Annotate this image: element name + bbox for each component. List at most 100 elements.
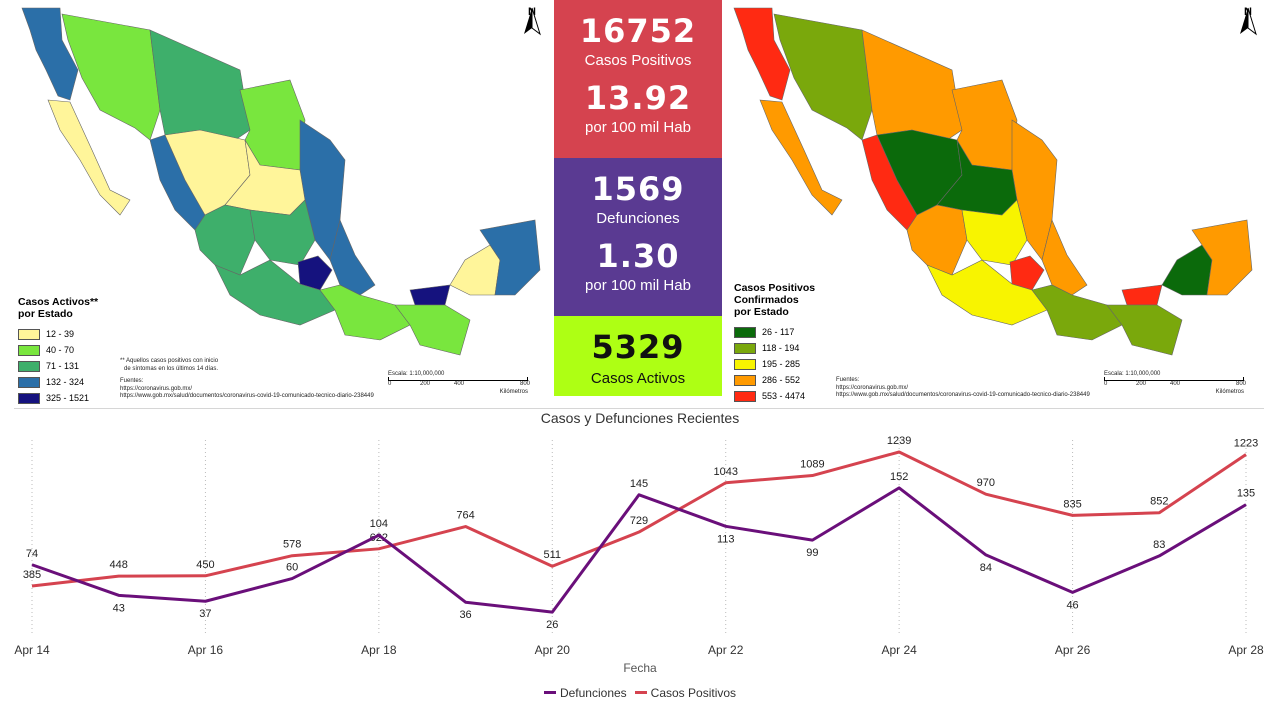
x-tick-label: Apr 24 <box>881 643 917 657</box>
legend-title-line-1: Casos Activos** <box>18 296 99 308</box>
source-link-2[interactable]: https://www.gob.mx/salud/documentos/coro… <box>120 393 374 399</box>
legend-title: Casos Activos** por Estado <box>18 296 98 320</box>
legend-title-line-2: por Estado <box>18 308 73 320</box>
legend-item: 132 - 324 <box>18 374 98 390</box>
legend-item[interactable]: Defunciones <box>543 685 627 700</box>
north-arrow-icon: N <box>520 6 544 50</box>
data-label: 450 <box>196 559 214 571</box>
legend-label: 40 - 70 <box>46 345 75 355</box>
legend-label: 71 - 131 <box>46 361 80 371</box>
scale-unit: Kilómetros <box>1215 389 1244 395</box>
data-label: 99 <box>806 547 818 559</box>
active-cases-note: ** Aquellos casos positivos con inicio d… <box>120 358 218 373</box>
deaths-label: Defunciones <box>596 210 680 227</box>
deaths-rate: 1.30 <box>596 237 680 275</box>
legend-item: 26 - 117 <box>734 324 815 340</box>
data-label: 1239 <box>887 435 911 447</box>
source-link-1[interactable]: https://coronavirus.gob.mx/ <box>120 385 193 392</box>
data-label: 152 <box>890 471 908 483</box>
data-label: 578 <box>283 539 301 551</box>
legend-label: Defunciones <box>559 685 627 700</box>
x-tick-label: Apr 26 <box>1055 643 1091 657</box>
legend-item: 553 - 4474 <box>734 388 815 404</box>
positive-cases-legend: Casos Positivos Confirmados por Estado 2… <box>734 282 815 404</box>
legend-title-line-2: Confirmados <box>734 294 799 306</box>
legend-item: 325 - 1521 <box>18 390 98 406</box>
data-label: 511 <box>544 549 562 561</box>
legend-label: 12 - 39 <box>46 329 75 339</box>
sources: Fuentes: https://coronavirus.gob.mx/ htt… <box>120 378 374 401</box>
x-tick-label: Apr 16 <box>188 643 224 657</box>
source-link-1[interactable]: https://coronavirus.gob.mx/ <box>836 384 909 391</box>
legend-label: 325 - 1521 <box>46 393 90 403</box>
positive-rate: 13.92 <box>584 79 692 117</box>
positive-label: Casos Positivos <box>584 52 692 69</box>
positive-rate-label: por 100 mil Hab <box>585 119 691 136</box>
x-tick-label: Apr 28 <box>1228 643 1264 657</box>
data-label: 36 <box>459 609 471 621</box>
scale-label: Escala: 1:10,000,000 <box>388 371 445 377</box>
data-label: 46 <box>1066 599 1078 611</box>
data-label: 43 <box>113 602 125 614</box>
deaths-card: 1569 Defunciones 1.30 por 100 mil Hab <box>554 158 722 316</box>
legend-line-icon <box>543 691 556 694</box>
data-label: 37 <box>199 608 211 620</box>
data-label: 835 <box>1063 498 1081 510</box>
legend-title-line-1: Casos Positivos <box>734 282 816 294</box>
legend-label: Casos Positivos <box>650 685 737 700</box>
x-tick-label: Apr 20 <box>535 643 571 657</box>
data-label: 84 <box>980 562 992 574</box>
scale-bar <box>1104 377 1244 381</box>
data-label: 83 <box>1153 539 1165 551</box>
legend-label: 195 - 285 <box>762 359 801 369</box>
section-divider <box>14 408 1264 409</box>
note-line-2: de síntomas en los últimos 14 días. <box>124 365 219 372</box>
deaths-total: 1569 <box>591 170 685 208</box>
data-label: 1223 <box>1234 438 1258 450</box>
deaths-rate-label: por 100 mil Hab <box>585 277 691 294</box>
scale-tick: 200 <box>1136 381 1147 387</box>
active-cases-map-shape <box>21 7 541 356</box>
active-cases-map: N Casos Activos** por Estado 12 - 39 40 -… <box>0 0 552 408</box>
active-cases-legend: Casos Activos** por Estado 12 - 39 40 - 7… <box>18 296 98 406</box>
legend-swatch <box>18 328 40 340</box>
sources-label: Fuentes: <box>836 377 860 383</box>
legend-swatch <box>18 360 40 372</box>
chart-legend: Defunciones Casos Positivos <box>0 683 1280 700</box>
positive-cases-map: N Casos Positivos Confirmados por Estado… <box>722 0 1280 408</box>
legend-label: 26 - 117 <box>762 327 795 337</box>
stats-panel: 16752 Casos Positivos 13.92 por 100 mil … <box>554 0 722 396</box>
legend-item[interactable]: Casos Positivos <box>634 685 737 700</box>
scale-tick: 800 <box>520 381 531 387</box>
legend-item: 286 - 552 <box>734 372 815 388</box>
legend-label: 132 - 324 <box>46 377 85 387</box>
scale-label: Escala: 1:10,000,000 <box>1104 371 1161 377</box>
north-arrow-shape <box>524 7 541 36</box>
data-label: 104 <box>370 518 388 530</box>
scale-tick: 400 <box>1170 381 1181 387</box>
north-arrow-icon: N <box>1236 6 1260 50</box>
positive-cases-card: 16752 Casos Positivos 13.92 por 100 mil … <box>554 0 722 158</box>
legend-item: 195 - 285 <box>734 356 815 372</box>
legend-swatch <box>18 376 40 388</box>
legend-swatch <box>18 344 40 356</box>
active-total: 5329 <box>591 328 685 366</box>
legend-title: Casos Positivos Confirmados por Estado <box>734 282 815 318</box>
legend-swatch <box>18 392 40 404</box>
x-tick-label: Apr 22 <box>708 643 744 657</box>
legend-title-line-3: por Estado <box>734 306 789 318</box>
data-label: 60 <box>286 562 298 574</box>
scale-unit: Kilómetros <box>499 389 528 395</box>
data-label: 145 <box>630 478 648 490</box>
data-label: 26 <box>546 619 558 631</box>
positive-cases-map-shape <box>733 7 1253 356</box>
legend-swatch <box>734 390 756 402</box>
legend-swatch <box>734 358 756 370</box>
scale-tick: 200 <box>420 381 431 387</box>
x-axis-label: Fecha <box>623 661 657 675</box>
map-scale: Escala: 1:10,000,000 0 200 400 800 Kilóm… <box>388 371 531 395</box>
source-link-2[interactable]: https://www.gob.mx/salud/documentos/coro… <box>836 392 1090 398</box>
series-line-defunciones <box>31 486 1247 614</box>
active-label: Casos Activos <box>590 370 686 387</box>
active-cases-card: 5329 Casos Activos <box>554 316 722 396</box>
